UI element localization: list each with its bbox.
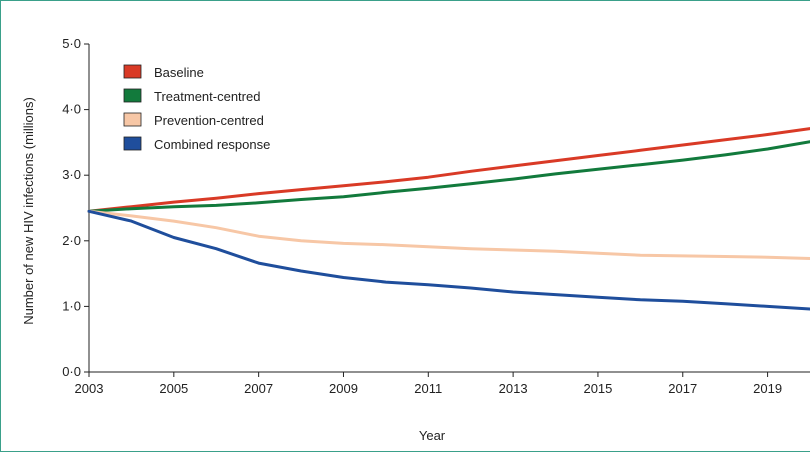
x-tick-label: 2019 [753,381,782,396]
chart-axes: 0·0 1·0 2·0 3·0 4·0 5·0 2003 2005 2007 2009 2011 20… [62,36,810,396]
x-tick-label: 2017 [668,381,697,396]
y-tick-label: 4·0 [62,102,81,117]
x-tick-label: 2009 [329,381,358,396]
chart-legend: Baseline Treatment-centred Prevention-cent… [123,64,270,152]
legend-label: Treatment-centred [154,89,260,104]
y-tick-label: 0·0 [62,364,81,379]
x-tick-label: 2007 [244,381,273,396]
legend-label: Baseline [154,65,204,80]
series-line-baseline [87,127,810,213]
y-tick-label: 2·0 [62,233,81,248]
series-layer [87,127,810,311]
y-tick-label: 1·0 [62,298,81,313]
legend-swatch [123,64,142,79]
y-tick-label: 5·0 [62,36,81,51]
legend-swatch [123,112,142,127]
series-line-prevention-centred [87,209,810,260]
y-axis-title: Number of new HIV infections (millions) [21,97,36,325]
legend-swatch [123,88,142,103]
x-axis-title: Year [419,428,446,443]
legend-label: Prevention-centred [154,113,264,128]
y-tick-label: 3·0 [62,167,81,182]
series-line-combined-response [87,209,810,311]
x-tick-label: 2011 [414,381,442,396]
x-tick-label: 2005 [159,381,188,396]
legend-label: Combined response [154,137,270,152]
series-line-treatment-centred [87,140,810,213]
legend-swatch [123,136,142,151]
x-tick-label: 2013 [499,381,528,396]
x-tick-label: 2003 [75,381,104,396]
x-tick-label: 2015 [583,381,612,396]
